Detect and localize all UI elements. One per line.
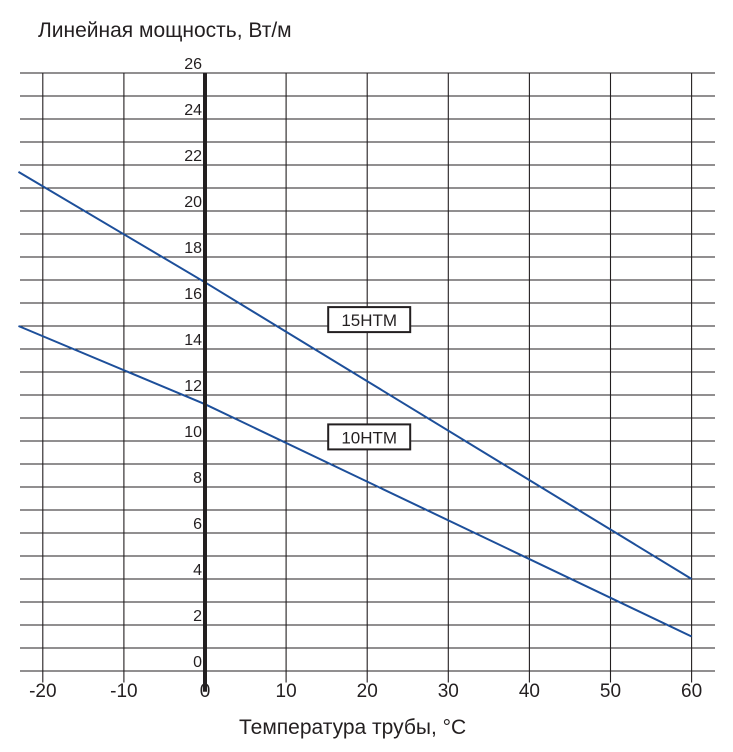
series-lines <box>17 171 693 638</box>
x-tick-label: 0 <box>200 681 211 702</box>
y-tick-label: 16 <box>184 286 202 303</box>
series-label: 15НТМ <box>341 311 397 330</box>
y-tick-label: 26 <box>184 56 202 73</box>
y-axis-title: Линейная мощность, Вт/м <box>38 19 292 42</box>
series-line-1 <box>18 325 693 638</box>
x-tick-label: 30 <box>438 681 459 702</box>
series-line-0 <box>17 171 693 580</box>
y-tick-label: 2 <box>193 608 202 625</box>
y-tick-label: 18 <box>184 240 202 257</box>
x-tick-label: 20 <box>357 681 378 702</box>
y-tick-label: 6 <box>193 516 202 533</box>
y-tick-label: 10 <box>184 424 202 441</box>
x-tick-labels: -20 -10 0 10 20 30 40 50 60 <box>29 681 702 702</box>
x-tick-label: -20 <box>29 681 56 702</box>
y-tick-label: 14 <box>184 332 202 349</box>
vertical-grid <box>42 73 693 683</box>
y-tick-label: 12 <box>184 378 202 395</box>
y-tick-label: 0 <box>193 654 202 671</box>
x-tick-label: -10 <box>110 681 137 702</box>
series-label-box: 15НТМ <box>327 306 412 334</box>
x-tick-label: 10 <box>276 681 297 702</box>
x-tick-label: 40 <box>519 681 540 702</box>
series-label: 10НТМ <box>341 428 397 447</box>
y-tick-label: 20 <box>184 194 202 211</box>
y-tick-label: 24 <box>184 102 202 119</box>
label-box-frame <box>327 423 412 451</box>
y-tick-label: 8 <box>193 470 202 487</box>
y-tick-label: 4 <box>193 562 202 579</box>
label-box-frame <box>327 306 412 334</box>
x-tick-label: 50 <box>600 681 621 702</box>
series-label-box: 10НТМ <box>327 423 412 451</box>
y-tick-label: 22 <box>184 148 202 165</box>
x-axis-title: Температура трубы, °C <box>239 716 466 739</box>
x-tick-label: 60 <box>681 681 702 702</box>
series-label-boxes: 15НТМ 10НТМ <box>327 306 412 451</box>
